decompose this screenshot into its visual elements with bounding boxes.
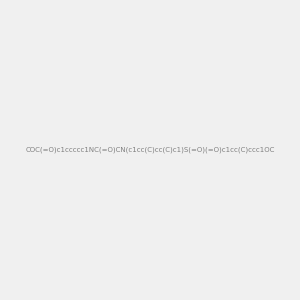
Text: COC(=O)c1ccccc1NC(=O)CN(c1cc(C)cc(C)c1)S(=O)(=O)c1cc(C)ccc1OC: COC(=O)c1ccccc1NC(=O)CN(c1cc(C)cc(C)c1)S… <box>25 147 275 153</box>
